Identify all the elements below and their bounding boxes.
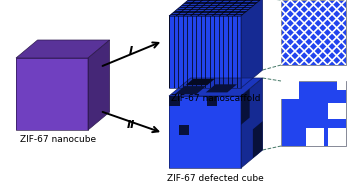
Polygon shape xyxy=(169,16,241,88)
Bar xyxy=(281,0,346,65)
Polygon shape xyxy=(16,58,88,130)
Bar xyxy=(328,128,346,146)
Polygon shape xyxy=(241,0,262,88)
Polygon shape xyxy=(206,84,237,92)
Polygon shape xyxy=(88,40,110,130)
Text: I: I xyxy=(129,46,133,56)
Bar xyxy=(281,0,346,65)
Bar xyxy=(337,81,346,90)
Polygon shape xyxy=(169,78,262,96)
Bar xyxy=(306,128,324,146)
Text: ZIF-67 nanocube: ZIF-67 nanocube xyxy=(20,135,96,144)
Polygon shape xyxy=(253,121,262,158)
Bar xyxy=(169,96,180,106)
Polygon shape xyxy=(16,40,110,58)
Polygon shape xyxy=(186,79,215,85)
Bar xyxy=(328,103,346,119)
Polygon shape xyxy=(241,78,262,168)
Text: ZIF-67 nanoscaffold: ZIF-67 nanoscaffold xyxy=(171,94,261,103)
Polygon shape xyxy=(175,86,206,94)
Polygon shape xyxy=(169,16,241,88)
Bar xyxy=(179,125,189,135)
Bar xyxy=(207,96,217,106)
Polygon shape xyxy=(241,89,250,125)
Bar xyxy=(281,81,346,146)
Polygon shape xyxy=(169,96,241,168)
Text: II: II xyxy=(127,120,135,130)
Polygon shape xyxy=(169,0,262,16)
Text: ZIF-67 defected cube: ZIF-67 defected cube xyxy=(168,174,264,183)
Bar xyxy=(281,81,299,99)
